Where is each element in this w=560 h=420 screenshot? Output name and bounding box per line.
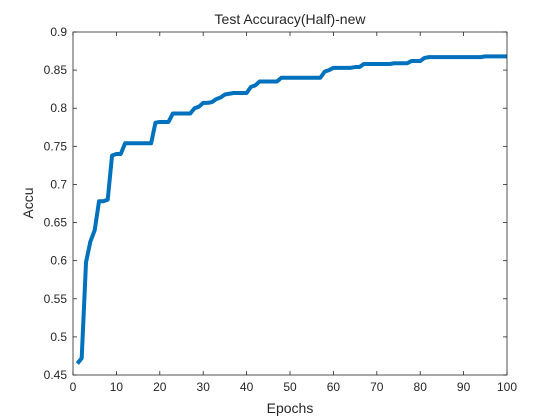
- series-line: [75, 54, 507, 365]
- x-tick-label: 0: [70, 380, 77, 394]
- x-axis: 0 10 20 30 40 50 60 70 80 90 100: [70, 32, 517, 394]
- y-tick-label: 0.6: [50, 254, 67, 268]
- y-tick-label: 0.85: [44, 63, 68, 77]
- y-tick-label: 0.8: [50, 101, 67, 115]
- y-tick-label: 0.9: [50, 25, 67, 39]
- x-tick-label: 60: [327, 380, 341, 394]
- x-tick-label: 50: [283, 380, 297, 394]
- x-tick-label: 100: [497, 380, 517, 394]
- y-tick-label: 0.75: [44, 139, 68, 153]
- x-tick-label: 70: [370, 380, 384, 394]
- x-tick-label: 80: [414, 380, 428, 394]
- x-tick-label: 10: [110, 380, 124, 394]
- chart-title: Test Accuracy(Half)-new: [215, 11, 367, 27]
- x-tick-label: 90: [457, 380, 471, 394]
- series-layer: [75, 54, 507, 365]
- plot-background: [73, 32, 507, 375]
- y-tick-label: 0.55: [44, 292, 68, 306]
- x-tick-label: 30: [197, 380, 211, 394]
- y-tick-label: 0.45: [44, 368, 68, 382]
- x-tick-label: 20: [153, 380, 167, 394]
- x-tick-label: 40: [240, 380, 254, 394]
- x-axis-label: Epochs: [267, 400, 314, 416]
- y-axis-label: Accu: [20, 187, 36, 218]
- y-axis: 0.45 0.5 0.55 0.6 0.65 0.7 0.75 0.8 0.85 0.9: [44, 25, 507, 382]
- y-tick-label: 0.5: [50, 330, 67, 344]
- y-tick-label: 0.65: [44, 216, 68, 230]
- y-tick-label: 0.7: [50, 177, 67, 191]
